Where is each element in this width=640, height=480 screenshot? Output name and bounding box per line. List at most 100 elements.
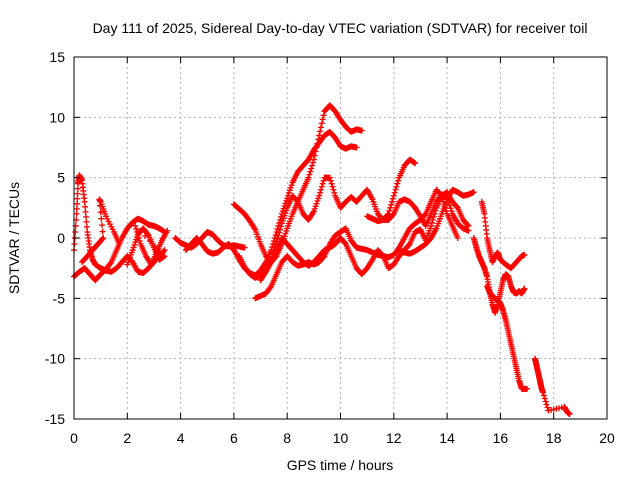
data-point — [328, 180, 335, 187]
data-point — [320, 254, 327, 261]
data-point — [267, 284, 274, 291]
data-point — [82, 213, 89, 220]
x-axis-label: GPS time / hours — [287, 457, 394, 473]
data-point — [543, 401, 550, 408]
data-point — [83, 218, 90, 225]
data-points — [71, 102, 573, 418]
data-point — [317, 124, 324, 131]
data-point — [387, 204, 394, 211]
y-tick-label: 10 — [49, 109, 65, 125]
data-point — [133, 225, 140, 232]
data-point — [97, 209, 104, 216]
y-tick-label: -15 — [45, 411, 65, 427]
x-tick-label: 4 — [177, 430, 185, 446]
data-point — [448, 208, 455, 215]
data-point — [447, 205, 454, 212]
data-point — [385, 210, 392, 217]
data-point — [465, 222, 472, 229]
data-point — [391, 189, 398, 196]
data-point — [341, 240, 348, 247]
data-point — [309, 162, 316, 169]
data-point — [386, 207, 393, 214]
data-point — [358, 127, 365, 134]
data-point — [389, 195, 396, 202]
data-point — [521, 285, 528, 292]
data-point — [309, 159, 316, 166]
data-point — [277, 223, 284, 230]
data-point — [276, 229, 283, 236]
data-point — [98, 222, 105, 229]
x-tick-label: 10 — [333, 430, 349, 446]
data-point — [405, 242, 412, 249]
data-point — [82, 203, 89, 210]
series-trace-n — [478, 198, 528, 272]
data-point — [544, 404, 551, 411]
data-point — [317, 189, 324, 196]
data-point — [388, 201, 395, 208]
data-point — [311, 152, 318, 159]
y-axis-label: SDTVAR / TECUs — [6, 182, 22, 294]
x-tick-label: 16 — [493, 430, 509, 446]
data-point — [142, 232, 149, 239]
x-axis-ticks: 0 2 4 6 8 10 12 14 16 18 20 — [70, 57, 615, 446]
data-point — [540, 392, 547, 399]
data-point — [524, 385, 531, 392]
series-trace-d — [124, 222, 171, 268]
data-point — [392, 186, 399, 193]
y-tick-label: 15 — [49, 49, 65, 65]
data-point — [72, 228, 79, 235]
x-tick-label: 2 — [123, 430, 131, 446]
series-trace-p — [532, 355, 573, 418]
series-trace-l — [396, 186, 477, 257]
data-point — [306, 171, 313, 178]
data-point — [541, 395, 548, 402]
data-point — [318, 183, 325, 190]
data-point — [241, 244, 248, 251]
chart-title: Day 111 of 2025, Sidereal Day-to-day VTE… — [93, 20, 588, 36]
data-point — [395, 177, 402, 184]
data-point — [353, 144, 360, 151]
data-point — [277, 226, 284, 233]
data-point — [412, 160, 419, 167]
data-point — [107, 260, 114, 267]
x-tick-label: 18 — [546, 430, 562, 446]
data-point — [74, 195, 81, 202]
x-tick-label: 12 — [386, 430, 402, 446]
data-point — [275, 232, 282, 239]
data-point — [317, 128, 324, 135]
data-point — [393, 183, 400, 190]
x-tick-label: 6 — [230, 430, 238, 446]
data-point — [134, 228, 141, 235]
x-tick-label: 8 — [283, 430, 291, 446]
data-point — [99, 228, 106, 235]
y-tick-label: -5 — [53, 290, 66, 306]
data-point — [319, 116, 326, 123]
data-point — [389, 211, 396, 218]
data-point — [431, 210, 438, 217]
data-point — [314, 140, 321, 147]
data-point — [164, 227, 171, 234]
data-point — [453, 203, 460, 210]
data-point — [429, 216, 436, 223]
data-point — [293, 197, 300, 204]
data-point — [540, 389, 547, 396]
y-tick-label: 5 — [57, 170, 65, 186]
data-point — [98, 215, 105, 222]
data-point — [82, 208, 89, 215]
series-trace-c — [78, 196, 123, 266]
data-point — [73, 205, 80, 212]
data-point — [326, 174, 333, 181]
data-point — [305, 174, 312, 181]
x-tick-label: 14 — [439, 430, 455, 446]
data-point — [100, 235, 107, 241]
data-point — [428, 219, 435, 226]
data-point — [331, 189, 338, 196]
y-tick-label: 0 — [57, 230, 65, 246]
data-point — [146, 238, 153, 245]
data-point — [161, 247, 168, 254]
data-point — [313, 144, 320, 151]
data-point — [464, 221, 471, 228]
series-trace-o — [484, 283, 531, 392]
